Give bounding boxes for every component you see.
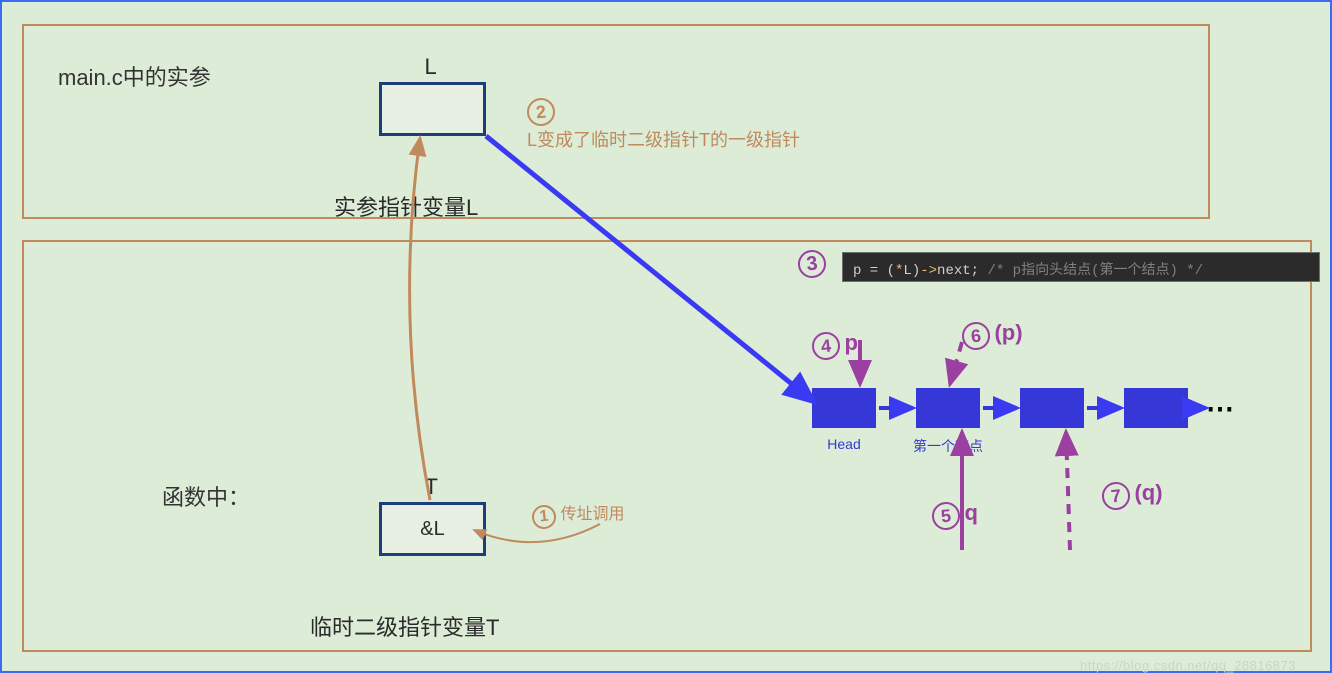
list-node-label: 第一个节点: [901, 436, 995, 456]
annotation-4: 4 p: [812, 332, 858, 360]
annotation-1: 1 传址调用: [532, 502, 624, 529]
box-T: &L: [379, 502, 486, 556]
code-snippet: p = (*L)->next; /* p指向头结点(第一个结点) */: [842, 252, 1320, 282]
panel-title: main.c中的实参: [58, 60, 211, 92]
annotation-5: 5 q: [932, 502, 978, 530]
list-node: [916, 388, 980, 428]
caption-L: 实参指针变量L: [334, 190, 478, 222]
annotation-2: 2L变成了临时二级指针T的一级指针: [527, 98, 800, 152]
watermark: https://blog.csdn.net/qq_28816873: [1080, 658, 1296, 673]
box-L: [379, 82, 486, 136]
panel-title: 函数中：: [162, 480, 250, 512]
box-T-label: T: [425, 474, 438, 500]
diagram-canvas: main.c中的实参 L 实参指针变量L 2L变成了临时二级指针T的一级指针函数中： &…: [0, 0, 1332, 673]
list-node: [1124, 388, 1188, 428]
list-node: [812, 388, 876, 428]
list-node: [1020, 388, 1084, 428]
panel-function: [22, 240, 1312, 652]
list-node-label: Head: [797, 436, 891, 452]
box-L-label: L: [425, 54, 437, 80]
caption-T: 临时二级指针变量T: [310, 610, 499, 642]
annotation-6: 6 (p): [962, 322, 1023, 350]
annotation-7: 7 (q): [1102, 482, 1163, 510]
ellipsis: ⋯: [1206, 392, 1234, 425]
